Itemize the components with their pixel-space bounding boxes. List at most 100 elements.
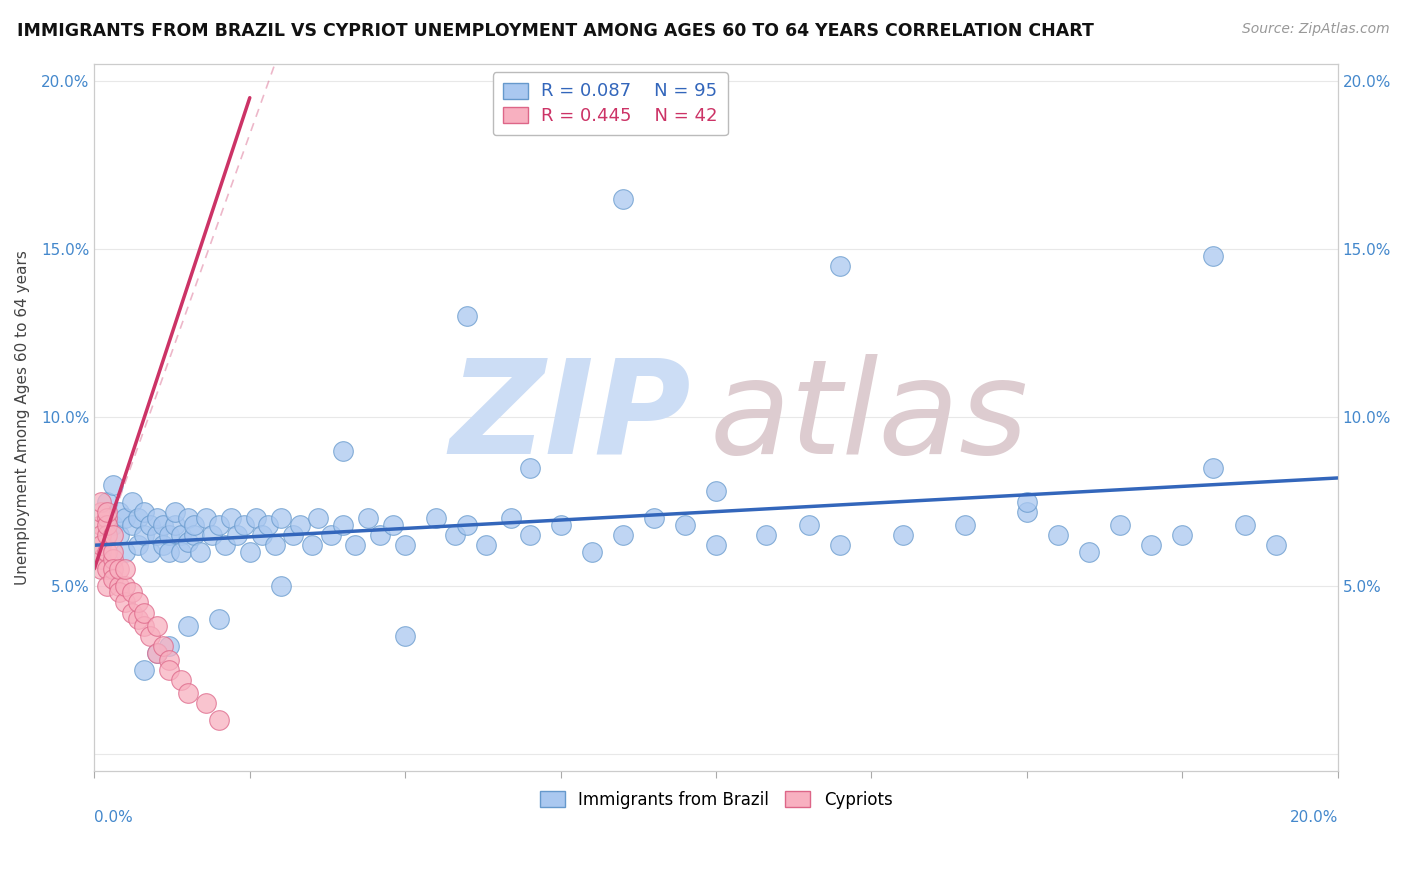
Point [250, 528, 273, 542]
Point [704, 538, 727, 552]
Point [581, 545, 603, 559]
Point [1078, 545, 1101, 559]
Point [108, 562, 131, 576]
Legend: Immigrants from Brazil, Cypriots: Immigrants from Brazil, Cypriots [533, 784, 900, 815]
Point [1233, 518, 1256, 533]
Point [195, 697, 218, 711]
Point [394, 538, 416, 552]
Point [170, 545, 193, 559]
Point [114, 562, 136, 576]
Point [96, 528, 118, 542]
Point [145, 646, 167, 660]
Point [101, 551, 124, 566]
Point [96, 518, 118, 533]
Point [830, 259, 852, 273]
Point [456, 518, 478, 533]
Point [127, 511, 149, 525]
Point [90, 518, 112, 533]
Point [1264, 538, 1286, 552]
Point [519, 461, 541, 475]
Point [127, 595, 149, 609]
Point [270, 579, 292, 593]
Point [425, 511, 447, 525]
Point [121, 606, 143, 620]
Point [176, 619, 198, 633]
Point [90, 528, 112, 542]
Point [114, 511, 136, 525]
Point [157, 653, 180, 667]
Point [1140, 538, 1163, 552]
Point [499, 511, 522, 525]
Point [208, 713, 231, 727]
Point [176, 511, 198, 525]
Text: atlas: atlas [710, 354, 1029, 481]
Point [101, 528, 124, 542]
Point [208, 612, 231, 626]
Point [201, 528, 224, 542]
Text: 20.0%: 20.0% [1289, 810, 1337, 824]
Point [214, 538, 236, 552]
Point [101, 477, 124, 491]
Point [90, 551, 112, 566]
Point [519, 528, 541, 542]
Point [830, 538, 852, 552]
Point [176, 686, 198, 700]
Point [891, 528, 914, 542]
Point [90, 562, 112, 576]
Point [90, 545, 112, 559]
Point [121, 494, 143, 508]
Point [550, 518, 572, 533]
Point [1171, 528, 1194, 542]
Point [101, 545, 124, 559]
Point [96, 545, 118, 559]
Point [132, 663, 155, 677]
Point [257, 518, 280, 533]
Point [108, 505, 131, 519]
Point [127, 612, 149, 626]
Point [307, 511, 329, 525]
Y-axis label: Unemployment Among Ages 60 to 64 years: Unemployment Among Ages 60 to 64 years [15, 250, 30, 585]
Point [799, 518, 821, 533]
Text: Source: ZipAtlas.com: Source: ZipAtlas.com [1241, 22, 1389, 37]
Point [114, 545, 136, 559]
Point [370, 528, 392, 542]
Point [332, 518, 354, 533]
Point [1046, 528, 1069, 542]
Point [145, 619, 167, 633]
Point [332, 444, 354, 458]
Point [344, 538, 367, 552]
Point [226, 528, 249, 542]
Point [132, 619, 155, 633]
Point [121, 585, 143, 599]
Point [704, 484, 727, 499]
Point [101, 572, 124, 586]
Point [1202, 461, 1225, 475]
Point [108, 585, 131, 599]
Point [96, 562, 118, 576]
Point [145, 528, 167, 542]
Point [152, 639, 174, 653]
Point [394, 629, 416, 643]
Point [145, 646, 167, 660]
Text: 0.0%: 0.0% [94, 810, 134, 824]
Point [139, 629, 162, 643]
Point [755, 528, 778, 542]
Point [612, 192, 634, 206]
Point [108, 579, 131, 593]
Point [90, 494, 112, 508]
Point [157, 639, 180, 653]
Point [152, 538, 174, 552]
Point [101, 518, 124, 533]
Point [165, 518, 187, 533]
Point [219, 511, 242, 525]
Point [1015, 494, 1038, 508]
Point [245, 511, 267, 525]
Point [953, 518, 976, 533]
Point [283, 528, 305, 542]
Point [139, 545, 162, 559]
Point [475, 538, 498, 552]
Point [643, 511, 665, 525]
Point [673, 518, 696, 533]
Point [239, 545, 262, 559]
Point [381, 518, 404, 533]
